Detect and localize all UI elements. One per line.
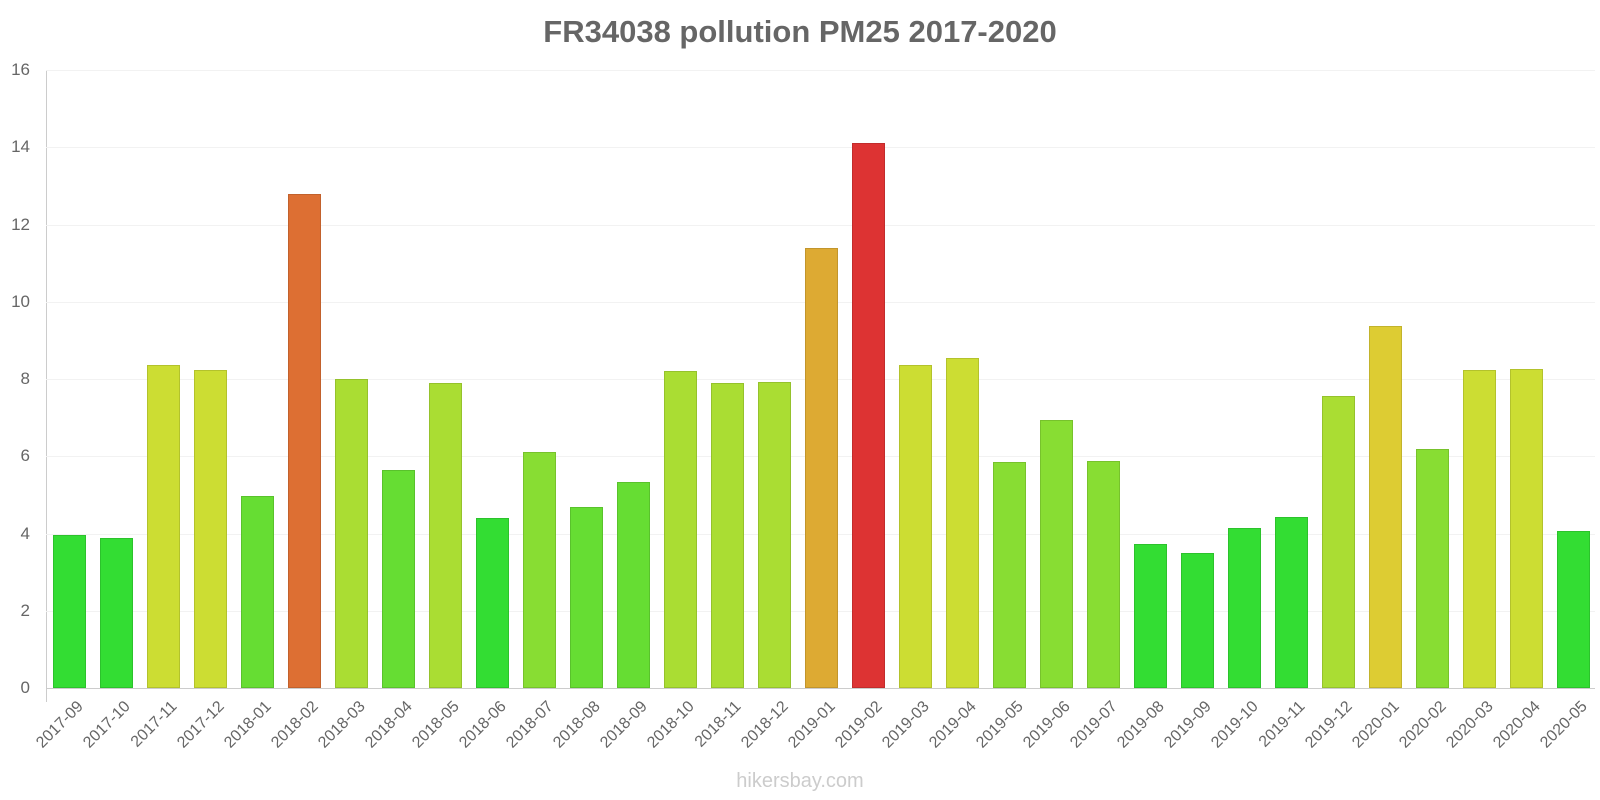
watermark: hikersbay.com <box>736 770 864 792</box>
y-tick-label: 14 <box>11 137 30 157</box>
bar-2018-03[interactable] <box>334 379 368 688</box>
x-tick-label: 2018-10 <box>643 698 698 752</box>
x-tick-label: 2020-01 <box>1348 698 1403 752</box>
bar-2018-02[interactable] <box>287 193 321 688</box>
bar-2018-06[interactable] <box>475 518 509 688</box>
x-tick-label: 2018-11 <box>691 698 745 751</box>
bar-2019-02[interactable] <box>851 143 885 688</box>
bar-2019-06[interactable] <box>1039 419 1073 688</box>
bar-2019-10[interactable] <box>1227 527 1261 688</box>
gridline <box>46 147 1595 149</box>
y-tick-label: 2 <box>20 600 30 620</box>
y-axis-line <box>46 70 47 702</box>
bar-2019-09[interactable] <box>1180 553 1214 688</box>
x-tick-label: 2018-01 <box>220 698 275 752</box>
x-tick-label: 2017-12 <box>173 698 228 752</box>
x-tick-label: 2017-09 <box>32 698 87 752</box>
bar-2018-04[interactable] <box>381 470 415 688</box>
x-tick-label: 2017-10 <box>79 698 134 752</box>
x-tick-label: 2019-03 <box>878 698 933 752</box>
x-tick-label: 2019-10 <box>1207 698 1262 752</box>
y-tick-label: 12 <box>11 214 30 234</box>
x-tick-label: 2019-11 <box>1255 698 1309 751</box>
bar-2020-04[interactable] <box>1509 368 1543 688</box>
x-tick-label: 2019-08 <box>1113 698 1168 752</box>
bar-2019-07[interactable] <box>1086 460 1120 688</box>
bar-2018-08[interactable] <box>569 507 603 688</box>
bar-2018-05[interactable] <box>428 382 462 688</box>
x-tick-label: 2019-01 <box>784 698 839 752</box>
y-tick-label: 8 <box>20 369 30 388</box>
bar-2018-09[interactable] <box>616 482 650 688</box>
bar-2018-11[interactable] <box>710 382 744 688</box>
x-tick-label: 2020-04 <box>1489 698 1544 752</box>
bar-2017-11[interactable] <box>146 365 180 688</box>
bar-2020-01[interactable] <box>1368 325 1402 688</box>
bar-2019-04[interactable] <box>945 357 979 688</box>
bar-2018-01[interactable] <box>240 495 274 688</box>
x-tick-label: 2018-05 <box>408 698 463 752</box>
bar-2019-08[interactable] <box>1133 543 1167 688</box>
x-tick-label: 2019-12 <box>1301 698 1356 752</box>
x-tick-label: 2018-03 <box>314 698 369 752</box>
x-tick-label: 2019-02 <box>831 698 886 752</box>
x-tick-label: 2019-05 <box>972 698 1027 752</box>
plot-area: 0 2 4 6 8 10 12 14 16 2017-09 2017-10 2017-11 2017-1… <box>11 60 1595 752</box>
x-tick-label: 2017-11 <box>127 698 181 751</box>
bar-2020-05[interactable] <box>1556 531 1590 688</box>
x-tick-label: 2018-12 <box>737 698 792 752</box>
bar-2019-05[interactable] <box>992 462 1026 688</box>
gridline <box>46 224 1595 226</box>
x-tick-label: 2019-04 <box>925 698 980 752</box>
bar-2020-02[interactable] <box>1415 448 1449 688</box>
x-tick-label: 2018-09 <box>596 698 651 752</box>
x-tick-label: 2020-05 <box>1536 698 1591 752</box>
chart-title: FR34038 pollution PM25 2017-2020 <box>543 14 1057 49</box>
x-tick-label: 2018-07 <box>502 698 557 752</box>
bar-2017-09[interactable] <box>52 535 86 688</box>
x-tick-label: 2019-06 <box>1019 698 1074 752</box>
x-tick-label: 2019-07 <box>1066 698 1121 752</box>
x-tick-label: 2018-04 <box>361 698 416 752</box>
x-tick-label: 2020-03 <box>1442 698 1497 752</box>
bar-2017-12[interactable] <box>193 370 227 688</box>
y-tick-label: 0 <box>20 678 30 697</box>
x-tick-label: 2019-09 <box>1160 698 1215 752</box>
x-tick-label: 2018-08 <box>549 698 604 752</box>
bar-2018-12[interactable] <box>757 381 791 688</box>
bar-2019-11[interactable] <box>1274 517 1308 688</box>
x-axis-line <box>46 688 1595 689</box>
bar-2019-12[interactable] <box>1321 395 1355 688</box>
x-tick-label: 2020-02 <box>1395 698 1450 752</box>
bar-2018-10[interactable] <box>663 370 697 688</box>
bar-2019-01[interactable] <box>804 248 838 688</box>
bar-2017-10[interactable] <box>99 538 133 688</box>
gridline <box>46 70 1595 71</box>
x-tick-label: 2018-02 <box>267 698 322 752</box>
y-tick-label: 4 <box>20 523 30 543</box>
bar-2020-03[interactable] <box>1462 369 1496 688</box>
x-tick-label: 2018-06 <box>455 698 510 752</box>
y-tick-label: 10 <box>11 291 30 311</box>
y-tick-label: 6 <box>20 446 30 466</box>
bar-2018-07[interactable] <box>522 452 556 688</box>
y-tick-label: 16 <box>11 60 30 79</box>
bar-2019-03[interactable] <box>898 364 932 688</box>
